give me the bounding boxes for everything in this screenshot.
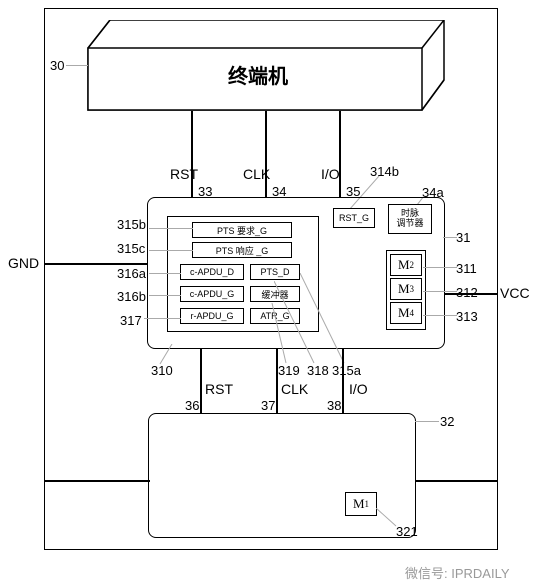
ref-311: 311 <box>456 261 477 276</box>
label-gnd: GND <box>8 255 39 271</box>
box-m2: M2 <box>390 254 422 276</box>
conn-io-lower <box>342 349 344 413</box>
ref-37: 37 <box>261 398 275 413</box>
ref-32: 32 <box>440 414 454 429</box>
leader-321 <box>376 508 400 528</box>
leader-313 <box>423 315 457 316</box>
diagram-canvas: 终端机 RST CLK I/O 30 33 34 35 314b 34a RST… <box>0 0 537 587</box>
ref-319: 319 <box>278 363 300 378</box>
vcc-line-inner <box>444 293 497 295</box>
ref-316a: 316a <box>117 266 146 281</box>
label-clk-upper: CLK <box>243 166 270 182</box>
ref-315a: 315a <box>332 363 361 378</box>
conn-clk-lower <box>276 349 278 413</box>
box-rapdu-g: r-APDU_G <box>180 308 244 324</box>
box-pts-req: PTS 要求_G <box>192 222 292 238</box>
conn-clk-upper <box>265 111 267 197</box>
ref-313: 313 <box>456 309 478 324</box>
box-rst-g: RST_G <box>333 208 375 228</box>
gnd-line-inner <box>44 263 148 265</box>
box-capdu-g: c-APDU_G <box>180 286 244 302</box>
leader-310 <box>158 344 178 366</box>
leader-32 <box>415 421 439 422</box>
box-m3: M3 <box>390 278 422 300</box>
ref-316b: 316b <box>117 289 146 304</box>
box-m1: M1 <box>345 492 377 516</box>
frame-right-to-32 <box>415 480 498 482</box>
leader-315b <box>149 228 193 229</box>
ref-315b: 315b <box>117 217 146 232</box>
watermark: 微信号: IPRDAILY <box>405 563 510 582</box>
leader-31 <box>443 237 457 238</box>
leader-317 <box>144 318 181 319</box>
ref-30: 30 <box>50 58 64 73</box>
leader-311 <box>423 267 457 268</box>
box-clock-adjuster: 时脉调节器 <box>388 204 432 234</box>
leader-316b <box>149 295 181 296</box>
ref-315c: 315c <box>117 241 145 256</box>
box-capdu-d: c-APDU_D <box>180 264 244 280</box>
ref-317: 317 <box>120 313 142 328</box>
conn-rst-upper <box>191 111 193 197</box>
label-clk-lower: CLK <box>281 381 308 397</box>
box-m4: M4 <box>390 302 422 324</box>
ref-318: 318 <box>307 363 329 378</box>
label-vcc: VCC <box>500 285 530 301</box>
leader-315a <box>300 273 348 365</box>
ref-36: 36 <box>185 398 199 413</box>
leader-312 <box>423 291 457 292</box>
frame-left-to-32 <box>44 480 150 482</box>
box-pts-resp: PTS 响应 _G <box>192 242 292 258</box>
box-pts-d: PTS_D <box>250 264 300 280</box>
label-rst-lower: RST <box>205 381 233 397</box>
leader-315c <box>149 250 193 251</box>
label-io-lower: I/O <box>349 381 368 397</box>
label-io-upper: I/O <box>321 166 340 182</box>
leader-30 <box>66 65 88 66</box>
ref-38: 38 <box>327 398 341 413</box>
terminal-label: 终端机 <box>228 60 288 89</box>
label-rst-upper: RST <box>170 166 198 182</box>
ref-31: 31 <box>456 230 470 245</box>
leader-316a <box>149 273 181 274</box>
conn-rst-lower <box>200 349 202 413</box>
conn-io-upper <box>339 111 341 197</box>
